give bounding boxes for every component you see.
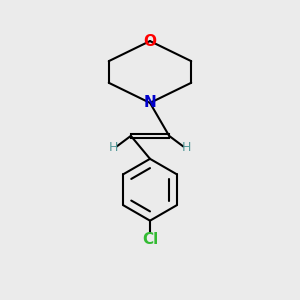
Text: H: H [109, 141, 118, 154]
Text: O: O [143, 34, 157, 49]
Text: Cl: Cl [142, 232, 158, 247]
Text: N: N [144, 95, 156, 110]
Text: H: H [182, 141, 191, 154]
